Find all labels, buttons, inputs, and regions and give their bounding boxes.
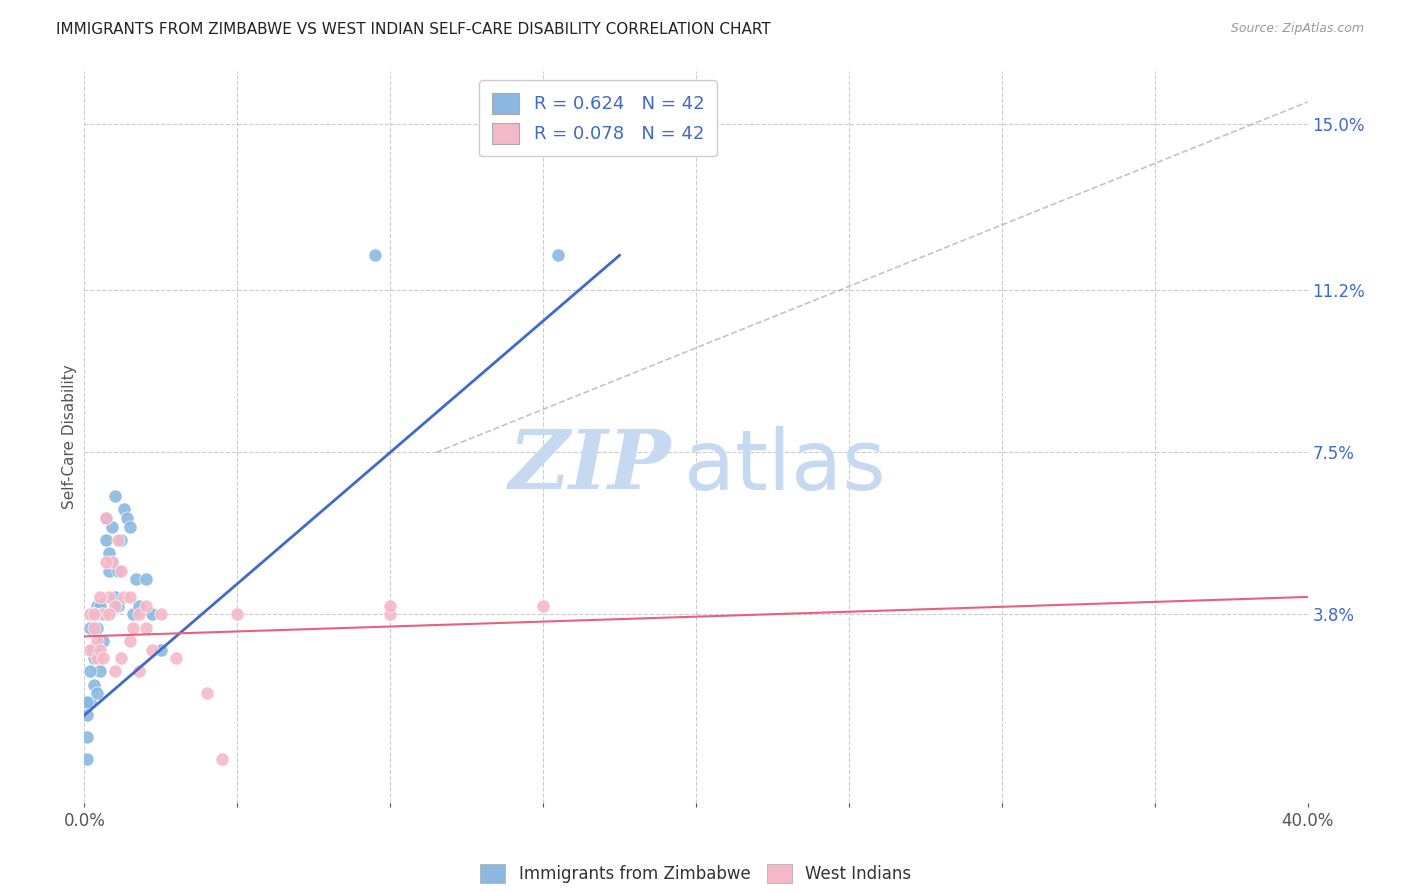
Point [364,248,387,262]
Point [79,607,101,622]
Text: ZIP: ZIP [509,426,672,507]
Point [104,489,127,503]
Point [112,590,135,604]
Point [112,502,135,516]
Point [83,621,105,635]
Point [104,665,127,679]
Point [79,607,101,622]
Point [97,564,120,578]
Point [135,621,157,635]
Point [110,533,132,547]
Point [91,651,114,665]
Point [149,642,172,657]
Point [76,752,98,766]
Point [89,665,111,679]
Point [83,651,105,665]
Point [86,651,108,665]
Point [120,590,142,604]
Point [79,665,101,679]
Point [79,607,101,622]
Point [79,642,101,657]
Point [115,511,138,525]
Point [89,642,111,657]
Point [104,590,127,604]
Legend: Immigrants from Zimbabwe, West Indians: Immigrants from Zimbabwe, West Indians [474,857,918,889]
Point [107,599,129,613]
Point [97,607,120,622]
Point [531,599,554,613]
Point [149,607,172,622]
Point [141,642,163,657]
Point [120,520,142,534]
Point [76,708,98,723]
Point [91,633,114,648]
Point [83,677,105,691]
Point [125,573,148,587]
Point [97,590,120,604]
Text: IMMIGRANTS FROM ZIMBABWE VS WEST INDIAN SELF-CARE DISABILITY CORRELATION CHART: IMMIGRANTS FROM ZIMBABWE VS WEST INDIAN … [56,22,770,37]
Point [128,599,150,613]
Point [128,607,150,622]
Point [76,695,98,709]
Point [101,520,124,534]
Point [165,651,187,665]
Point [89,590,111,604]
Point [91,607,114,622]
Point [83,642,105,657]
Point [83,607,105,622]
Point [94,533,117,547]
Point [86,599,108,613]
Point [226,607,249,622]
Point [380,599,402,613]
Point [97,546,120,560]
Point [79,695,101,709]
Text: atlas: atlas [683,425,886,507]
Point [86,621,108,635]
Point [120,633,142,648]
Point [79,621,101,635]
Point [89,599,111,613]
Point [86,686,108,700]
Point [110,651,132,665]
Point [107,533,129,547]
Point [135,573,157,587]
Text: Source: ZipAtlas.com: Source: ZipAtlas.com [1230,22,1364,36]
Point [141,607,163,622]
Point [547,248,569,262]
Point [101,555,124,569]
Point [76,730,98,744]
Point [86,633,108,648]
Point [94,555,117,569]
Point [83,607,105,622]
Point [101,555,124,569]
Point [122,621,145,635]
Point [195,686,218,700]
Point [94,511,117,525]
Point [110,564,132,578]
Point [83,607,105,622]
Point [107,564,129,578]
Point [89,607,111,622]
Point [211,752,233,766]
Point [94,511,117,525]
Point [135,599,157,613]
Point [83,607,105,622]
Point [83,621,105,635]
Point [104,599,127,613]
Point [91,607,114,622]
Point [79,607,101,622]
Point [128,665,150,679]
Point [380,607,402,622]
Y-axis label: Self-Care Disability: Self-Care Disability [62,365,77,509]
Point [122,607,145,622]
